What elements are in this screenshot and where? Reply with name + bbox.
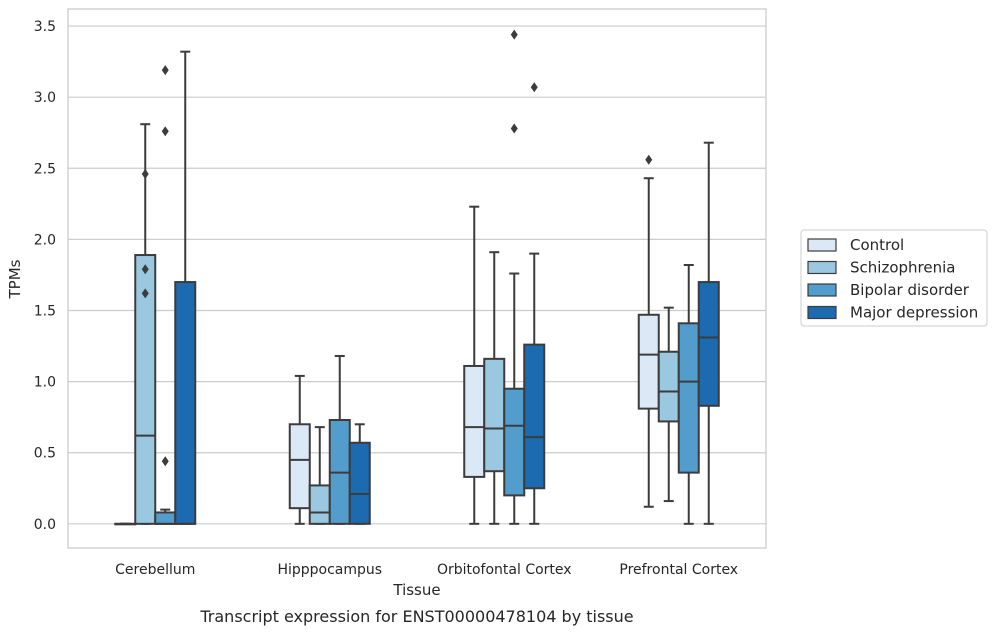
outlier-point bbox=[161, 456, 169, 467]
box-group bbox=[348, 423, 371, 525]
box-group bbox=[483, 251, 506, 525]
box-group bbox=[288, 374, 311, 525]
outlier-point bbox=[141, 288, 149, 299]
box-group bbox=[174, 50, 197, 525]
box bbox=[463, 364, 486, 478]
box bbox=[697, 281, 720, 407]
box bbox=[308, 484, 331, 525]
outlier-point bbox=[161, 65, 169, 76]
box-group bbox=[154, 65, 177, 525]
legend-swatch bbox=[807, 283, 837, 297]
y-tick-label: 2.5 bbox=[34, 161, 56, 177]
box-group bbox=[523, 82, 546, 525]
plot-frame bbox=[67, 8, 767, 549]
box-group bbox=[114, 522, 137, 526]
box-group bbox=[637, 154, 660, 508]
box-group bbox=[134, 123, 157, 525]
legend-label: Major depression bbox=[850, 304, 978, 322]
grid-lines bbox=[68, 25, 766, 525]
box bbox=[134, 254, 157, 525]
outlier-point bbox=[510, 123, 518, 134]
y-tick-label: 1.5 bbox=[34, 303, 56, 319]
legend-swatch bbox=[807, 260, 837, 275]
chart-caption: Transcript expression for ENST0000047810… bbox=[199, 607, 633, 626]
box bbox=[348, 441, 371, 525]
legend-swatch bbox=[807, 238, 837, 252]
box-group bbox=[503, 29, 526, 525]
y-tick-label: 3.5 bbox=[34, 19, 56, 35]
box bbox=[637, 313, 660, 410]
x-tick-label: Cerebellum bbox=[115, 562, 195, 578]
box bbox=[174, 281, 197, 525]
outlier-point bbox=[530, 82, 538, 93]
box bbox=[154, 511, 177, 525]
outlier-point bbox=[510, 29, 518, 40]
box bbox=[483, 357, 506, 473]
x-tick-label: Hipppocampus bbox=[277, 562, 382, 578]
x-axis-label: Tissue bbox=[392, 581, 440, 599]
x-tick-labels: Cerebellum Hipppocampus Orbitofontal Corte… bbox=[115, 562, 738, 578]
box-group bbox=[697, 141, 720, 525]
box-group bbox=[308, 426, 331, 525]
y-tick-label: 0.5 bbox=[34, 446, 56, 462]
box-layer bbox=[114, 29, 720, 526]
outlier-point bbox=[141, 264, 149, 275]
legend-frame bbox=[800, 229, 988, 327]
box bbox=[523, 343, 546, 490]
legend-label: Schizophrenia bbox=[850, 259, 955, 277]
box-group bbox=[463, 205, 486, 525]
legend-label: Control bbox=[850, 236, 904, 254]
x-tick-label: Prefrontal Cortex bbox=[619, 562, 738, 578]
box bbox=[288, 423, 311, 510]
box bbox=[503, 387, 526, 497]
y-tick-labels: 0.0 0.5 1.0 1.5 2.0 2.5 3.0 3.5 bbox=[34, 19, 56, 533]
outlier-point bbox=[141, 168, 149, 179]
y-axis-label: TPMs bbox=[6, 259, 24, 299]
legend-swatch bbox=[807, 305, 837, 320]
box-group bbox=[657, 306, 680, 503]
outlier-point bbox=[161, 126, 169, 137]
x-tick-label: Orbitofontal Cortex bbox=[437, 562, 572, 578]
y-tick-label: 1.0 bbox=[34, 375, 56, 391]
y-tick-label: 0.0 bbox=[34, 517, 56, 533]
legend: Control Schizophrenia Bipolar disorder Majo… bbox=[800, 229, 988, 327]
box bbox=[657, 350, 680, 423]
outlier-point bbox=[645, 154, 653, 165]
box bbox=[677, 322, 700, 474]
box-group bbox=[677, 263, 700, 525]
y-tick-label: 2.0 bbox=[34, 232, 56, 248]
y-tick-label: 3.0 bbox=[34, 90, 56, 106]
legend-label: Bipolar disorder bbox=[850, 281, 970, 299]
